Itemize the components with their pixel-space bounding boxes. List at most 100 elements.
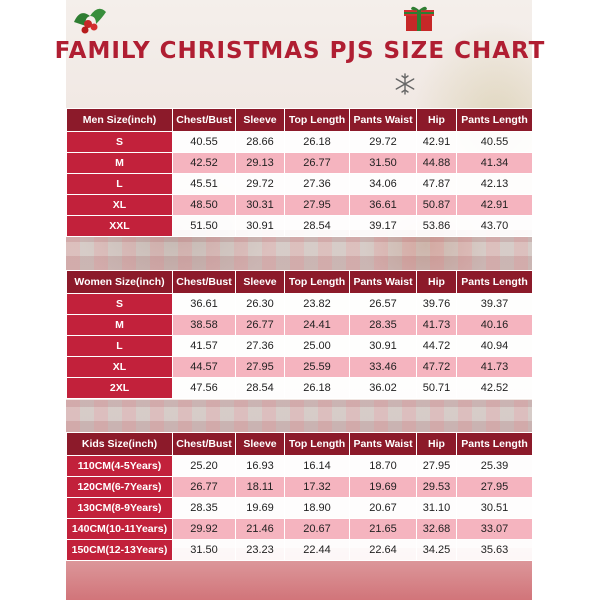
size-label: XXL <box>66 215 173 237</box>
measurement-cell: 45.51 <box>172 173 236 195</box>
men-size-table: Men Size(inch) Chest/Bust Sleeve Top Length… <box>66 108 533 237</box>
measurement-cell: 26.18 <box>284 377 350 399</box>
measurement-cell: 34.06 <box>349 173 417 195</box>
table-row: 2XL 47.56 28.54 26.18 36.02 50.71 42.52 <box>66 377 533 399</box>
size-label: 110CM(4-5Years) <box>66 455 173 477</box>
table-row: XL 48.50 30.31 27.95 36.61 50.87 42.91 <box>66 194 533 216</box>
measurement-cell: 44.88 <box>416 152 457 174</box>
measurement-cell: 43.70 <box>456 215 533 237</box>
table-row: M 38.58 26.77 24.41 28.35 41.73 40.16 <box>66 314 533 336</box>
measurement-cell: 26.57 <box>349 293 417 315</box>
size-label: M <box>66 314 173 336</box>
table-header-row: Men Size(inch) Chest/Bust Sleeve Top Length… <box>66 108 533 132</box>
measurement-cell: 28.66 <box>235 131 285 153</box>
measurement-cell: 41.73 <box>456 356 533 378</box>
table-row: L 45.51 29.72 27.36 34.06 47.87 42.13 <box>66 173 533 195</box>
measurement-cell: 25.00 <box>284 335 350 357</box>
column-header: Hip <box>416 108 457 132</box>
measurement-cell: 47.72 <box>416 356 457 378</box>
measurement-cell: 51.50 <box>172 215 236 237</box>
size-label: 130CM(8-9Years) <box>66 497 173 519</box>
table-row: M 42.52 29.13 26.77 31.50 44.88 41.34 <box>66 152 533 174</box>
measurement-cell: 22.44 <box>284 539 350 561</box>
size-label: 2XL <box>66 377 173 399</box>
measurement-cell: 28.35 <box>349 314 417 336</box>
measurement-cell: 30.91 <box>235 215 285 237</box>
measurement-cell: 44.57 <box>172 356 236 378</box>
size-label: M <box>66 152 173 174</box>
measurement-cell: 50.87 <box>416 194 457 216</box>
table-row: XXL 51.50 30.91 28.54 39.17 53.86 43.70 <box>66 215 533 237</box>
size-label: XL <box>66 194 173 216</box>
column-header: Hip <box>416 270 457 294</box>
measurement-cell: 23.23 <box>235 539 285 561</box>
measurement-cell: 42.52 <box>456 377 533 399</box>
measurement-cell: 18.11 <box>235 476 285 498</box>
measurement-cell: 27.95 <box>235 356 285 378</box>
measurement-cell: 27.95 <box>456 476 533 498</box>
column-header: Hip <box>416 432 457 456</box>
gift-icon <box>404 6 434 31</box>
holly-icon <box>74 8 106 34</box>
measurement-cell: 40.55 <box>456 131 533 153</box>
measurement-cell: 29.72 <box>349 131 417 153</box>
measurement-cell: 25.39 <box>456 455 533 477</box>
measurement-cell: 30.51 <box>456 497 533 519</box>
measurement-cell: 33.46 <box>349 356 417 378</box>
measurement-cell: 50.71 <box>416 377 457 399</box>
column-header: Pants Length <box>456 432 533 456</box>
measurement-cell: 17.32 <box>284 476 350 498</box>
measurement-cell: 20.67 <box>349 497 417 519</box>
measurement-cell: 26.77 <box>235 314 285 336</box>
measurement-cell: 36.61 <box>349 194 417 216</box>
measurement-cell: 40.94 <box>456 335 533 357</box>
measurement-cell: 26.77 <box>284 152 350 174</box>
table-row: S 40.55 28.66 26.18 29.72 42.91 40.55 <box>66 131 533 153</box>
measurement-cell: 21.46 <box>235 518 285 540</box>
measurement-cell: 53.86 <box>416 215 457 237</box>
measurement-cell: 33.07 <box>456 518 533 540</box>
measurement-cell: 44.72 <box>416 335 457 357</box>
measurement-cell: 24.41 <box>284 314 350 336</box>
size-label: 140CM(10-11Years) <box>66 518 173 540</box>
measurement-cell: 41.73 <box>416 314 457 336</box>
plaid-pattern <box>66 230 532 270</box>
measurement-cell: 16.14 <box>284 455 350 477</box>
measurement-cell: 40.16 <box>456 314 533 336</box>
measurement-cell: 27.95 <box>416 455 457 477</box>
measurement-cell: 21.65 <box>349 518 417 540</box>
measurement-cell: 23.82 <box>284 293 350 315</box>
measurement-cell: 42.13 <box>456 173 533 195</box>
plaid-pattern <box>66 400 532 435</box>
measurement-cell: 35.63 <box>456 539 533 561</box>
column-header: Chest/Bust <box>172 108 236 132</box>
size-label: L <box>66 173 173 195</box>
size-label: 120CM(6-7Years) <box>66 476 173 498</box>
kids-size-table: Kids Size(inch) Chest/Bust Sleeve Top Lengt… <box>66 432 533 561</box>
measurement-cell: 19.69 <box>349 476 417 498</box>
measurement-cell: 31.50 <box>349 152 417 174</box>
measurement-cell: 26.18 <box>284 131 350 153</box>
measurement-cell: 36.02 <box>349 377 417 399</box>
table-row: L 41.57 27.36 25.00 30.91 44.72 40.94 <box>66 335 533 357</box>
measurement-cell: 42.91 <box>416 131 457 153</box>
measurement-cell: 34.25 <box>416 539 457 561</box>
measurement-cell: 39.17 <box>349 215 417 237</box>
measurement-cell: 27.36 <box>235 335 285 357</box>
table-row: S 36.61 26.30 23.82 26.57 39.76 39.37 <box>66 293 533 315</box>
measurement-cell: 42.52 <box>172 152 236 174</box>
table-header-row: Kids Size(inch) Chest/Bust Sleeve Top Lengt… <box>66 432 533 456</box>
measurement-cell: 48.50 <box>172 194 236 216</box>
women-size-table: Women Size(inch) Chest/Bust Sleeve Top Leng… <box>66 270 533 399</box>
measurement-cell: 47.87 <box>416 173 457 195</box>
measurement-cell: 39.76 <box>416 293 457 315</box>
measurement-cell: 16.93 <box>235 455 285 477</box>
measurement-cell: 22.64 <box>349 539 417 561</box>
measurement-cell: 28.35 <box>172 497 236 519</box>
snowflake-icon <box>395 73 415 95</box>
size-label: XL <box>66 356 173 378</box>
column-header: Pants Waist <box>349 270 417 294</box>
column-header: Sleeve <box>235 270 285 294</box>
measurement-cell: 28.54 <box>235 377 285 399</box>
measurement-cell: 38.58 <box>172 314 236 336</box>
